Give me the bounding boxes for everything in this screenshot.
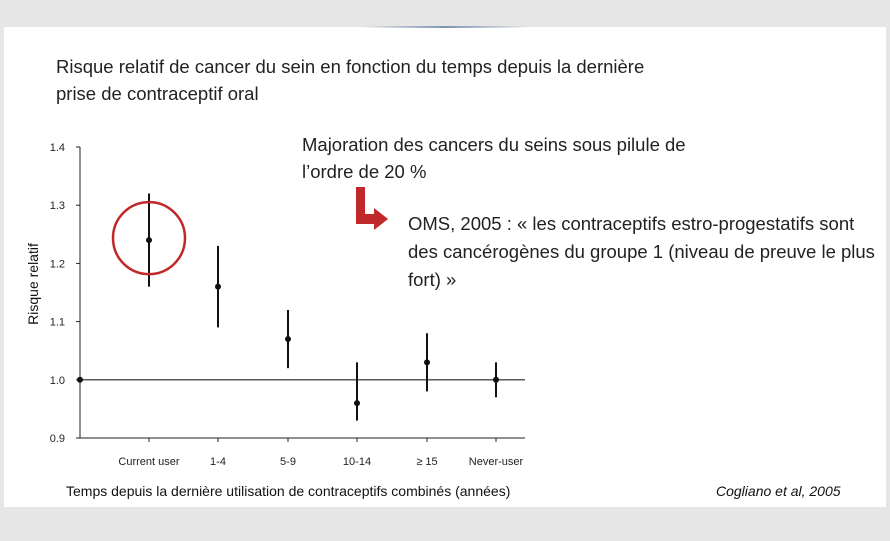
data-point [146, 237, 152, 244]
red-arrow-icon [356, 187, 388, 230]
data-point [285, 336, 291, 343]
x-tick-label: 1-4 [210, 456, 226, 468]
slide [4, 27, 886, 507]
y-tick-label: 1.3 [50, 200, 65, 212]
y-tick-label: 0.9 [50, 433, 65, 445]
slide-title: Risque relatif de cancer du sein en fonc… [56, 56, 645, 104]
y-tick-label: 1.4 [50, 142, 65, 154]
citation: Cogliano et al, 2005 [716, 483, 841, 499]
y-axis-label: Risque relatif [25, 243, 41, 325]
y-tick-label: 1.0 [50, 375, 65, 387]
x-tick-label: 5-9 [280, 456, 296, 468]
top-divider [360, 26, 530, 28]
reference-point [77, 376, 83, 383]
data-point [493, 376, 499, 383]
x-tick-label: Current user [118, 456, 179, 468]
y-tick-label: 1.1 [50, 317, 65, 329]
x-tick-label: 10-14 [343, 456, 371, 468]
annotation-oms-quote: OMS, 2005 : « les contraceptifs estro-pr… [408, 213, 875, 290]
data-point [354, 400, 360, 407]
data-point [424, 359, 430, 366]
x-tick-label: Never-user [469, 456, 524, 468]
y-tick-label: 1.2 [50, 258, 65, 270]
data-point [215, 283, 221, 290]
x-tick-label: ≥ 15 [416, 456, 437, 468]
highlight-circle [111, 200, 187, 276]
annotation-majoration: Majoration des cancers du seins sous pil… [302, 134, 686, 182]
x-axis-title: Temps depuis la dernière utilisation de … [66, 483, 511, 499]
